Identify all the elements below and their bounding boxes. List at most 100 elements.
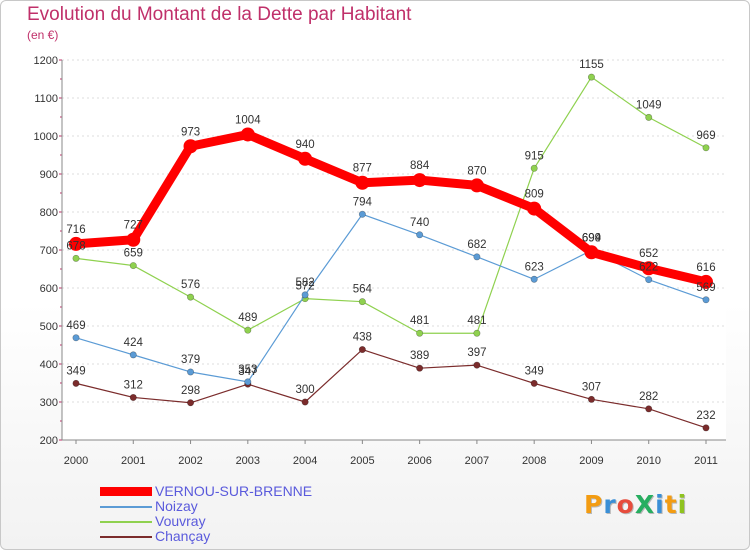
logo-letter: r	[603, 490, 617, 519]
data-point	[587, 395, 595, 403]
x-tick-label: 2008	[522, 455, 546, 467]
data-label: 424	[124, 337, 144, 349]
data-label: 312	[124, 379, 143, 391]
data-point	[645, 113, 653, 121]
data-point	[298, 151, 313, 166]
data-point	[587, 73, 595, 81]
data-label: 623	[525, 261, 544, 273]
data-label: 940	[295, 139, 314, 151]
data-label: 622	[639, 262, 658, 274]
data-point	[129, 393, 137, 401]
legend-item-vernou[interactable]: VERNOU-SUR-BRENNE	[100, 483, 400, 499]
data-label: 877	[353, 163, 372, 175]
legend-item-noizay[interactable]: Noizay	[100, 498, 400, 514]
logo-letter: i	[655, 490, 665, 519]
data-label: 884	[410, 160, 430, 172]
x-tick-label: 2007	[465, 455, 489, 467]
chart-series	[69, 73, 713, 432]
data-point	[641, 261, 656, 276]
data-point	[473, 329, 481, 337]
data-point	[473, 253, 481, 261]
data-point	[473, 361, 481, 369]
data-point	[72, 379, 80, 387]
data-point	[699, 274, 713, 289]
data-label: 232	[696, 410, 715, 422]
data-label: 740	[410, 217, 429, 229]
legend-swatch-vernou	[100, 487, 152, 496]
data-label: 300	[295, 384, 314, 396]
logo-letter: o	[616, 490, 635, 519]
data-label: 1049	[636, 99, 662, 111]
data-label: 576	[181, 279, 200, 291]
x-tick-label: 2004	[293, 455, 317, 467]
legend-label-vernou: VERNOU-SUR-BRENNE	[155, 483, 313, 499]
data-point	[244, 378, 252, 386]
legend-swatch-noizay	[100, 506, 152, 508]
legend-swatch-vouvray	[100, 521, 152, 523]
logo-letter: X	[634, 490, 656, 519]
data-label: 973	[181, 126, 200, 138]
data-point	[129, 262, 137, 270]
data-point	[72, 334, 80, 342]
y-tick-label: 1000	[34, 131, 58, 143]
data-label: 481	[467, 315, 486, 327]
x-tick-label: 2001	[121, 455, 145, 467]
data-point	[530, 164, 538, 172]
data-label: 282	[639, 391, 658, 403]
legend-swatch-chancay	[100, 536, 152, 538]
data-point	[702, 296, 710, 304]
data-point	[187, 399, 195, 407]
y-tick-label: 500	[40, 321, 58, 333]
legend-label-chancay: Chançay	[155, 528, 211, 544]
data-point	[358, 346, 366, 354]
chart-title: Evolution du Montant de la Dette par Hab…	[27, 4, 412, 25]
data-label: 572	[295, 281, 314, 293]
data-point	[244, 326, 252, 334]
data-label: 616	[696, 262, 715, 274]
data-label: 298	[181, 385, 200, 397]
x-tick-label: 2005	[350, 455, 374, 467]
x-tick-label: 2000	[64, 455, 88, 467]
chart-legend: VERNOU-SUR-BRENNE Noizay Vouvray Chançay	[100, 483, 400, 544]
legend-item-chancay[interactable]: Chançay	[100, 528, 400, 544]
y-tick-label: 700	[40, 245, 58, 257]
data-point	[584, 245, 599, 260]
data-point	[301, 398, 309, 406]
data-point	[187, 368, 195, 376]
data-label: 481	[410, 315, 429, 327]
data-point	[72, 254, 80, 262]
data-label: 349	[66, 365, 85, 377]
data-point	[240, 127, 255, 142]
x-tick-label: 2011	[694, 455, 718, 467]
data-label: 353	[238, 364, 257, 376]
data-label: 915	[525, 150, 544, 162]
series-line	[75, 76, 707, 334]
data-label: 347	[238, 366, 257, 378]
y-tick-label: 300	[40, 397, 58, 409]
data-label: 682	[467, 239, 486, 251]
data-point	[183, 139, 198, 154]
y-tick-label: 400	[40, 359, 58, 371]
legend-item-vouvray[interactable]: Vouvray	[100, 513, 400, 529]
logo-letter: i	[677, 490, 688, 519]
data-label: 1155	[579, 59, 604, 71]
data-label: 564	[353, 284, 373, 296]
data-label: 694	[582, 232, 602, 244]
data-point	[69, 236, 83, 251]
data-point	[469, 178, 484, 193]
data-label: 652	[639, 248, 658, 260]
data-point	[527, 201, 542, 216]
y-tick-label: 600	[40, 283, 58, 295]
y-tick-label: 1200	[34, 55, 58, 67]
y-tick-label: 900	[40, 169, 58, 181]
data-label: 349	[525, 365, 544, 377]
data-point	[187, 293, 195, 301]
data-point	[416, 329, 424, 337]
data-label: 1004	[235, 114, 261, 126]
x-tick-label: 2003	[236, 455, 260, 467]
data-point	[530, 275, 538, 283]
data-point	[358, 210, 366, 218]
x-tick-label: 2006	[407, 455, 431, 467]
data-point	[702, 424, 710, 432]
